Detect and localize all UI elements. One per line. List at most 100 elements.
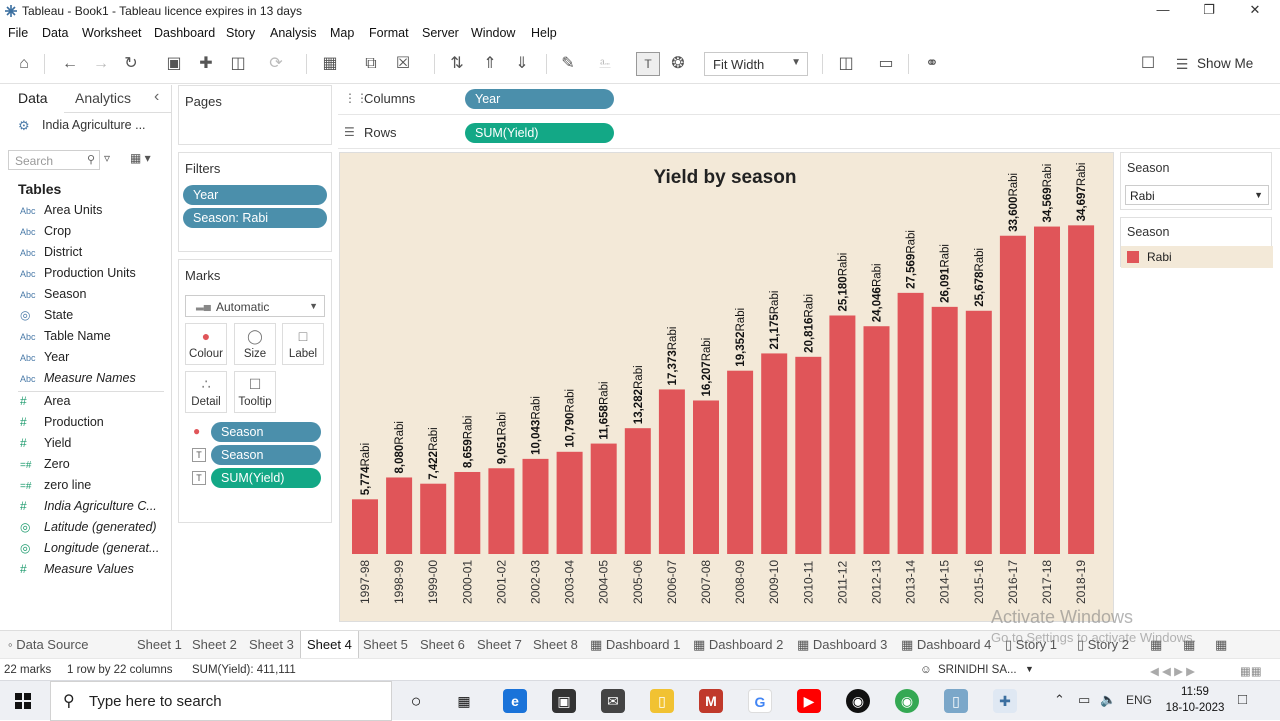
search-input[interactable]: Search ⚲ — [8, 150, 100, 170]
menu-window[interactable]: Window — [471, 26, 516, 40]
tab-story-1[interactable]: ▯ Story 1 — [1005, 637, 1057, 652]
sort-asc-icon[interactable]: ⇑ — [483, 55, 497, 72]
duplicate-icon[interactable]: ⧉ — [365, 55, 377, 72]
user-menu[interactable]: SRINIDHI SA... — [938, 664, 1017, 676]
highlight-icon[interactable]: ✎ — [561, 55, 575, 72]
sheet-sorter-icon[interactable]: ▦▦ — [1240, 666, 1262, 678]
redo-icon[interactable]: → — [93, 55, 109, 72]
tab-dashboard-3[interactable]: ▦ Dashboard 3 — [797, 637, 888, 652]
mail-icon[interactable]: ✉ — [601, 689, 625, 713]
pages-card[interactable]: Pages — [178, 85, 332, 145]
share-icon[interactable]: ⚭ — [925, 55, 939, 72]
bar[interactable] — [931, 306, 958, 554]
field-item[interactable]: Abc District — [20, 245, 82, 263]
show-cards-icon[interactable]: ◫ — [838, 55, 854, 72]
bar[interactable] — [897, 292, 924, 554]
save-icon[interactable]: ▣ — [166, 55, 182, 72]
bar[interactable] — [795, 356, 822, 554]
tab-sheet-8[interactable]: Sheet 8 — [533, 637, 578, 652]
field-item[interactable]: # India Agriculture C... — [20, 499, 157, 517]
battery-icon[interactable]: ▭ — [1078, 692, 1091, 707]
bar[interactable] — [1034, 226, 1060, 554]
menu-map[interactable]: Map — [330, 26, 355, 40]
restore-icon[interactable]: ❐ — [1203, 2, 1215, 17]
label-button[interactable]: □ Label — [282, 323, 324, 365]
field-item[interactable]: Abc Season — [20, 287, 86, 305]
filters-card[interactable]: Filters Year Season: Rabi — [178, 152, 332, 252]
close-icon[interactable]: ✕ — [1249, 2, 1261, 17]
filter-pill-season[interactable]: Season: Rabi — [183, 208, 327, 228]
collapse-pane-icon[interactable]: ‹ — [154, 88, 160, 105]
menu-data[interactable]: Data — [42, 26, 69, 40]
undo-icon[interactable]: ← — [62, 55, 78, 72]
notification-icon[interactable]: □ — [1238, 691, 1248, 708]
tab-dashboard-1[interactable]: ▦ Dashboard 1 — [590, 637, 681, 652]
tab-sheet-7[interactable]: Sheet 7 — [477, 637, 522, 652]
windows-start-icon[interactable] — [15, 693, 31, 709]
view-options-icon[interactable]: ▦ ▾ — [130, 151, 151, 165]
tab-analytics[interactable]: Analytics — [75, 90, 132, 106]
taskbar-search-input[interactable]: ⚲ Type here to search — [50, 681, 392, 721]
field-item[interactable]: Abc Table Name — [20, 329, 111, 347]
tab-data[interactable]: Data — [18, 90, 48, 106]
youtube-icon[interactable]: ▶ — [797, 689, 821, 713]
bar[interactable] — [420, 483, 447, 554]
chrome-icon[interactable]: ◉ — [895, 689, 919, 713]
app-icon[interactable]: ▯ — [944, 689, 968, 713]
google-icon[interactable]: G — [748, 689, 772, 713]
tray-chevron-icon[interactable]: ⌃ — [1054, 692, 1065, 707]
tooltip-button[interactable]: ☐ Tooltip — [234, 371, 276, 413]
bar[interactable] — [590, 443, 617, 554]
minimize-icon[interactable]: — — [1156, 2, 1170, 17]
home-icon[interactable]: ⌂ — [19, 55, 29, 72]
edge-icon[interactable]: e — [503, 689, 527, 713]
bar-chart[interactable]: 5,774Rabi 1997-98 8,080Rabi 1998-99 7,422Rab… — [340, 153, 1115, 623]
language-indicator[interactable]: ENG — [1126, 693, 1153, 707]
field-item[interactable]: Abc Crop — [20, 224, 71, 242]
rows-shelf[interactable]: ☰ Rows SUM(Yield) — [338, 119, 1280, 149]
field-item[interactable]: =# Zero — [20, 457, 70, 475]
new-story-tab-icon[interactable]: ▦ — [1215, 637, 1228, 652]
pointer-icon[interactable]: ☐ — [1140, 55, 1156, 72]
tab-dashboard-4[interactable]: ▦ Dashboard 4 — [901, 637, 992, 652]
bar[interactable] — [693, 400, 719, 554]
field-item[interactable]: # Yield — [20, 436, 71, 454]
menu-dashboard[interactable]: Dashboard — [154, 26, 216, 40]
bar[interactable] — [556, 451, 583, 554]
refresh-icon[interactable]: ⟳ — [269, 55, 283, 72]
marks-pill-season-colour[interactable]: Season — [211, 422, 321, 442]
new-dashboard-tab-icon[interactable]: ▦ — [1183, 637, 1196, 652]
colour-button[interactable]: ● Colour — [185, 323, 227, 365]
attach-icon[interactable]: ⎁ — [598, 55, 612, 72]
field-item[interactable]: Abc Year — [20, 350, 69, 368]
menu-file[interactable]: File — [8, 26, 29, 40]
cortana-icon[interactable]: ○ — [410, 691, 422, 711]
filter-pill-year[interactable]: Year — [183, 185, 327, 205]
field-item[interactable]: ◎ State — [20, 308, 73, 326]
clock[interactable]: 11:59 18-10-2023 — [1160, 684, 1230, 716]
field-item[interactable]: # Measure Values — [20, 562, 134, 580]
filter-fields-icon[interactable]: ▿ — [104, 151, 111, 165]
clear-sheet-icon[interactable]: ☒ — [395, 55, 411, 72]
show-labels-icon[interactable]: T — [636, 52, 660, 76]
marks-pill-season-label[interactable]: Season — [211, 445, 321, 465]
bar[interactable] — [454, 471, 481, 554]
bar[interactable] — [658, 389, 685, 554]
fit-dropdown[interactable]: Fit Width ▼ — [704, 52, 808, 76]
bar[interactable] — [863, 326, 890, 554]
sheet-nav-icons[interactable]: ◀ ◀ ▶ ▶ — [1150, 666, 1195, 678]
bar[interactable] — [488, 468, 515, 554]
tab-sheet-3[interactable]: Sheet 3 — [249, 637, 294, 652]
sort-desc-icon[interactable]: ⇓ — [515, 55, 529, 72]
show-me-button[interactable]: Show Me — [1197, 56, 1254, 71]
bar[interactable] — [829, 315, 856, 554]
tab-sheet-1[interactable]: Sheet 1 — [137, 637, 182, 652]
columns-shelf[interactable]: ⋮⋮ Columns Year — [338, 85, 1280, 115]
github-icon[interactable]: ◉ — [846, 689, 870, 713]
swap-icon[interactable]: ⇅ — [450, 55, 464, 72]
bar[interactable] — [965, 310, 992, 554]
season-filter-dropdown[interactable]: Rabi ▼ — [1125, 185, 1269, 205]
app-m-icon[interactable]: M — [699, 689, 723, 713]
new-worksheet-icon[interactable]: ▦ — [322, 55, 338, 72]
menu-help[interactable]: Help — [531, 26, 557, 40]
